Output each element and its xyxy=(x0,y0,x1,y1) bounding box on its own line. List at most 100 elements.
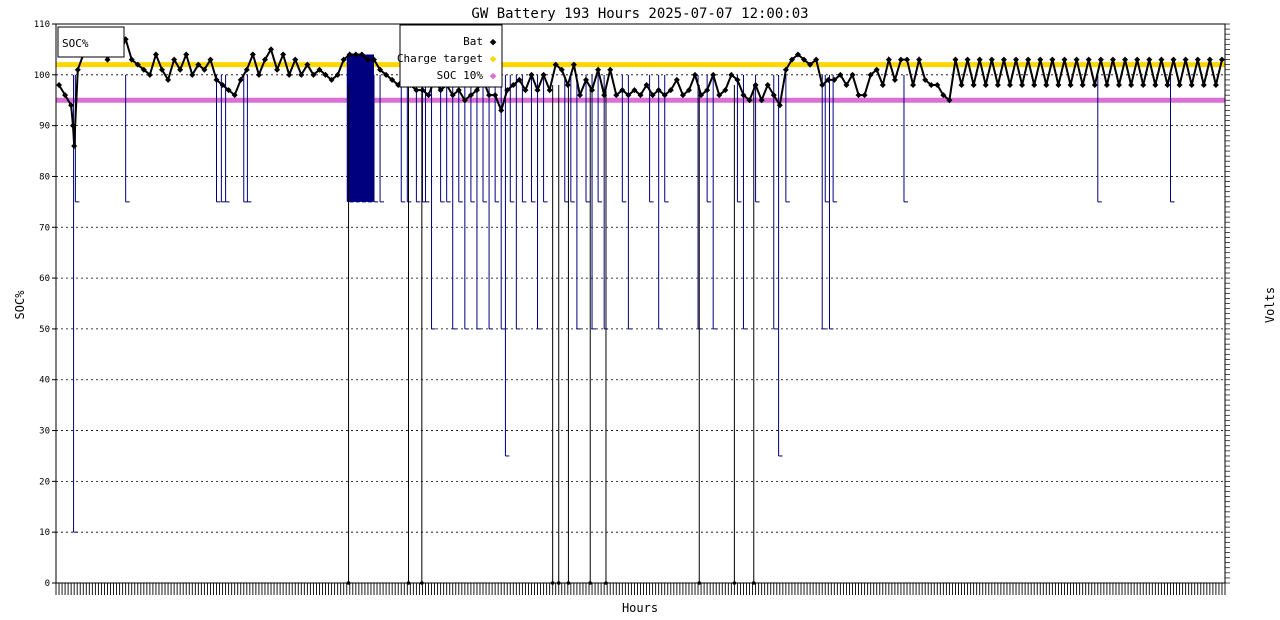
bat-point xyxy=(1134,56,1141,63)
bat-point xyxy=(1128,81,1135,88)
legend-label-soc10: SOC 10% xyxy=(437,69,484,82)
bat-point xyxy=(1188,81,1195,88)
bat-point xyxy=(891,76,898,83)
bat-point xyxy=(201,66,208,73)
bat-point xyxy=(1019,81,1026,88)
bat-point xyxy=(855,92,862,99)
bat-point xyxy=(165,76,172,83)
bat-point xyxy=(958,81,965,88)
bat-point xyxy=(1146,56,1153,63)
bat-point xyxy=(988,56,995,63)
plot-frame xyxy=(55,23,1226,584)
bat-point xyxy=(692,71,699,78)
bat-point xyxy=(377,66,384,73)
bat-point xyxy=(346,51,353,58)
bat-point xyxy=(437,87,444,94)
bat-point xyxy=(134,61,141,68)
bat-point xyxy=(1037,56,1044,63)
bat-point xyxy=(316,66,323,73)
bat-point xyxy=(286,71,293,78)
legend-label-charge-target: Charge target xyxy=(397,52,483,65)
bat-point xyxy=(237,76,244,83)
bat-point xyxy=(534,87,541,94)
bat-point xyxy=(552,61,559,68)
bat-point xyxy=(1085,56,1092,63)
bat-point xyxy=(486,92,493,99)
y-tick-label: 100 xyxy=(34,71,50,81)
bat-point xyxy=(1122,56,1129,63)
bat-point xyxy=(1061,56,1068,63)
bat-point xyxy=(146,71,153,78)
bat-point xyxy=(467,92,474,99)
bat-point xyxy=(322,71,329,78)
bat-point xyxy=(1006,81,1013,88)
bat-point xyxy=(473,87,480,94)
bat-point xyxy=(1000,56,1007,63)
bat-point xyxy=(667,87,674,94)
bat-point xyxy=(770,92,777,99)
bat-point xyxy=(69,122,76,129)
bat-point xyxy=(62,92,69,99)
x-axis-label: Hours xyxy=(622,601,658,615)
bat-point xyxy=(1091,81,1098,88)
bat-point xyxy=(358,51,365,58)
bat-point xyxy=(746,97,753,104)
bat-point xyxy=(685,87,692,94)
bat-point xyxy=(292,56,299,63)
bat-point xyxy=(231,92,238,99)
bat-point xyxy=(879,81,886,88)
bat-point xyxy=(764,81,771,88)
bat-point xyxy=(922,76,929,83)
legend-marker-soc10: ◆ xyxy=(490,69,497,82)
inner-box-frame xyxy=(57,26,125,58)
bat-point xyxy=(352,51,359,58)
legend-marker-charge-target: ◆ xyxy=(490,52,497,65)
bat-point xyxy=(752,81,759,88)
bat-point xyxy=(546,87,553,94)
bat-point xyxy=(383,71,390,78)
bat-point xyxy=(540,71,547,78)
bat-point xyxy=(280,51,287,58)
y-tick-label: 60 xyxy=(39,274,50,284)
bat-point xyxy=(449,92,456,99)
y-tick-label: 20 xyxy=(39,477,50,487)
bat-point xyxy=(740,92,747,99)
bat-point xyxy=(177,66,184,73)
bat-point xyxy=(831,76,838,83)
bat-point xyxy=(1067,81,1074,88)
bat-point xyxy=(916,56,923,63)
bat-point xyxy=(310,71,317,78)
bat-point xyxy=(510,81,517,88)
bat-point xyxy=(570,61,577,68)
bat-point xyxy=(613,92,620,99)
bat-point xyxy=(364,56,371,63)
bat-point xyxy=(158,66,165,73)
bat-point xyxy=(1170,56,1177,63)
bat-point xyxy=(576,92,583,99)
y-axis-label: SOC% xyxy=(13,290,27,320)
bat-point xyxy=(631,87,638,94)
bat-point xyxy=(807,61,814,68)
bat-point xyxy=(643,81,650,88)
bat-point xyxy=(819,81,826,88)
bat-point xyxy=(601,92,608,99)
bat-point xyxy=(504,87,511,94)
bat-point xyxy=(710,71,717,78)
bat-point xyxy=(419,87,426,94)
bat-point xyxy=(298,71,305,78)
bat-point xyxy=(776,102,783,109)
bat-point xyxy=(225,87,232,94)
bat-point xyxy=(885,56,892,63)
soc-drops-layer xyxy=(73,54,1175,585)
bat-point xyxy=(255,71,262,78)
bat-point xyxy=(268,46,275,53)
bat-point xyxy=(1097,56,1104,63)
bat-point xyxy=(261,56,268,63)
bat-point xyxy=(1079,81,1086,88)
bat-point xyxy=(1043,81,1050,88)
bat-point xyxy=(1049,56,1056,63)
soc-dense-band xyxy=(346,54,374,202)
bat-point xyxy=(801,56,808,63)
bat-point xyxy=(649,92,656,99)
